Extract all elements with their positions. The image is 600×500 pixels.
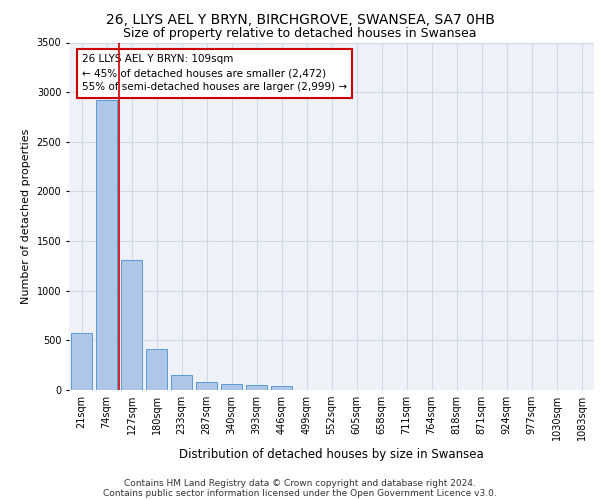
Text: 26 LLYS AEL Y BRYN: 109sqm
← 45% of detached houses are smaller (2,472)
55% of s: 26 LLYS AEL Y BRYN: 109sqm ← 45% of deta… [82,54,347,92]
Text: Size of property relative to detached houses in Swansea: Size of property relative to detached ho… [123,28,477,40]
Bar [146,350,167,390]
Bar [121,260,142,390]
Bar [171,374,192,390]
Bar [246,384,267,390]
Bar [221,384,242,390]
Bar [196,382,217,390]
Text: Contains HM Land Registry data © Crown copyright and database right 2024.: Contains HM Land Registry data © Crown c… [124,478,476,488]
Text: 26, LLYS AEL Y BRYN, BIRCHGROVE, SWANSEA, SA7 0HB: 26, LLYS AEL Y BRYN, BIRCHGROVE, SWANSEA… [106,12,494,26]
Y-axis label: Number of detached properties: Number of detached properties [21,128,31,304]
Bar [271,386,292,390]
Bar [71,334,92,390]
Text: Contains public sector information licensed under the Open Government Licence v3: Contains public sector information licen… [103,488,497,498]
Bar [96,100,117,390]
X-axis label: Distribution of detached houses by size in Swansea: Distribution of detached houses by size … [179,448,484,462]
